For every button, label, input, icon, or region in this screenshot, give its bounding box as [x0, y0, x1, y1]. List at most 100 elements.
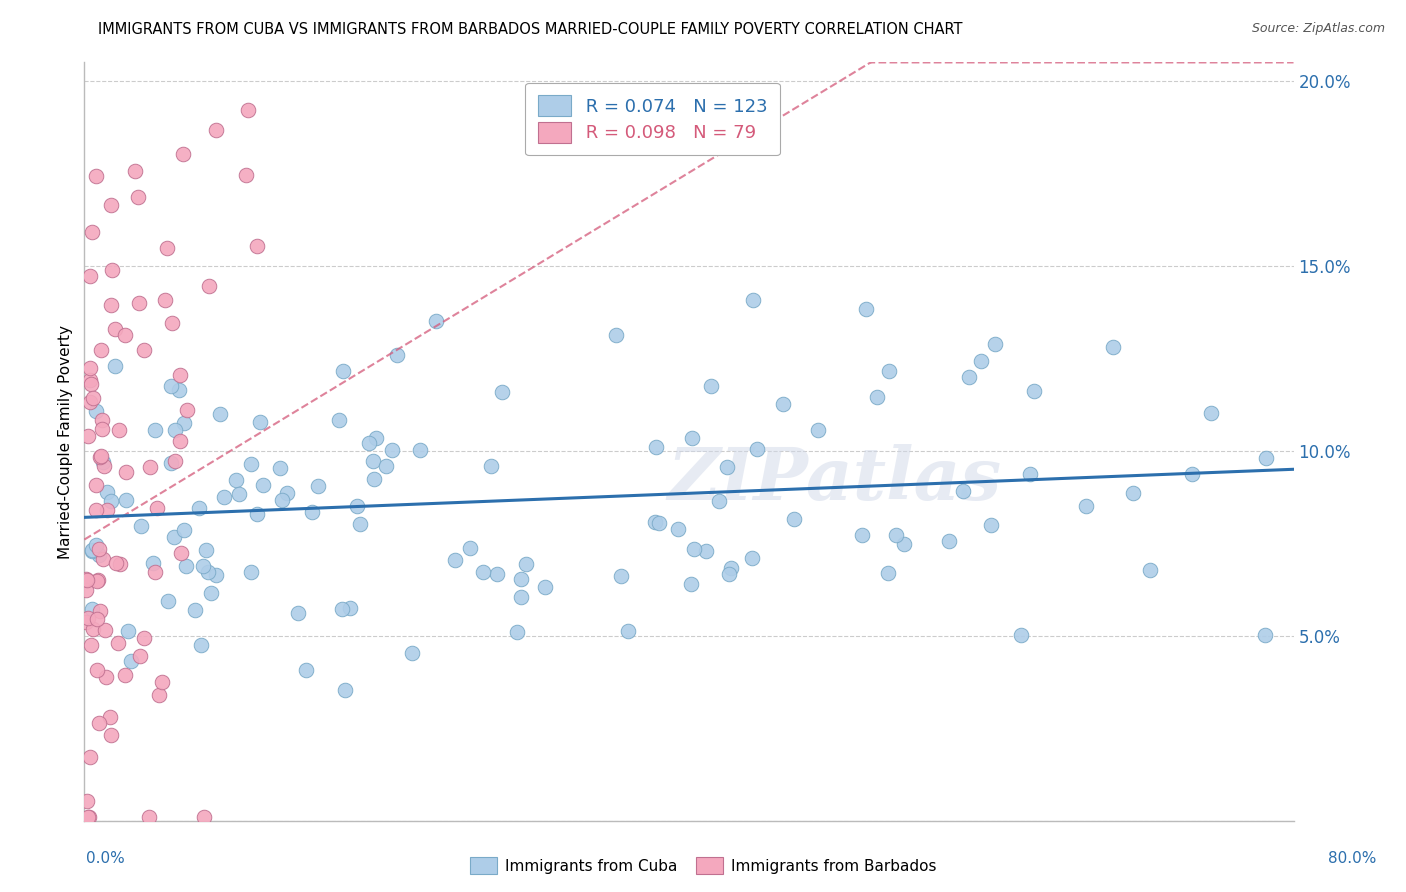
- Point: [156, 594, 179, 608]
- Point: [132, 343, 155, 358]
- Point: [361, 453, 384, 467]
- Point: [148, 688, 170, 702]
- Point: [172, 146, 194, 161]
- Point: [84, 404, 107, 418]
- Point: [957, 369, 980, 384]
- Point: [173, 523, 195, 537]
- Point: [76, 573, 98, 587]
- Point: [86, 574, 108, 589]
- Point: [100, 298, 122, 312]
- Point: [193, 559, 215, 574]
- Point: [160, 457, 183, 471]
- Point: [855, 302, 877, 317]
- Point: [156, 241, 179, 255]
- Point: [194, 543, 217, 558]
- Point: [86, 612, 108, 626]
- Point: [169, 368, 191, 383]
- Point: [700, 378, 723, 392]
- Point: [877, 566, 900, 580]
- Point: [132, 632, 155, 646]
- Point: [375, 459, 398, 474]
- Point: [93, 459, 115, 474]
- Point: [1254, 451, 1277, 466]
- Point: [444, 553, 467, 567]
- Point: [679, 576, 702, 591]
- Point: [115, 493, 138, 508]
- Point: [89, 604, 111, 618]
- Point: [718, 567, 741, 582]
- Point: [79, 810, 101, 824]
- Point: [605, 328, 627, 343]
- Point: [491, 385, 513, 400]
- Point: [169, 434, 191, 448]
- Point: [287, 606, 309, 620]
- Point: [188, 501, 211, 516]
- Point: [648, 516, 671, 531]
- Point: [984, 336, 1007, 351]
- Point: [745, 442, 768, 456]
- Point: [193, 810, 215, 824]
- Point: [271, 493, 294, 508]
- Point: [86, 574, 108, 588]
- Point: [80, 638, 103, 652]
- Point: [720, 561, 742, 575]
- Point: [295, 663, 318, 677]
- Point: [91, 455, 114, 469]
- Point: [89, 716, 111, 731]
- Point: [100, 728, 122, 742]
- Point: [80, 602, 103, 616]
- Point: [184, 603, 207, 617]
- Point: [240, 457, 263, 471]
- Point: [235, 168, 257, 182]
- Point: [80, 376, 103, 391]
- Point: [681, 431, 703, 445]
- Point: [970, 353, 993, 368]
- Point: [79, 360, 101, 375]
- Point: [387, 348, 409, 362]
- Point: [851, 528, 873, 542]
- Point: [96, 485, 118, 500]
- Point: [683, 542, 706, 557]
- Point: [77, 810, 100, 824]
- Point: [114, 668, 136, 682]
- Point: [91, 413, 114, 427]
- Point: [301, 505, 323, 519]
- Point: [359, 436, 381, 450]
- Point: [200, 585, 222, 599]
- Point: [90, 450, 112, 464]
- Point: [128, 296, 150, 310]
- Point: [129, 649, 152, 664]
- Point: [114, 328, 136, 343]
- Point: [94, 624, 117, 638]
- Point: [114, 465, 136, 479]
- Y-axis label: Married-Couple Family Poverty: Married-Couple Family Poverty: [58, 325, 73, 558]
- Point: [460, 541, 482, 555]
- Point: [93, 552, 115, 566]
- Point: [308, 478, 330, 492]
- Point: [90, 343, 112, 358]
- Point: [364, 431, 387, 445]
- Point: [938, 533, 960, 548]
- Point: [160, 379, 183, 393]
- Text: ZIPatlas: ZIPatlas: [666, 444, 1001, 515]
- Point: [510, 572, 533, 586]
- Point: [127, 190, 149, 204]
- Point: [472, 565, 495, 579]
- Point: [80, 542, 103, 557]
- Point: [86, 663, 108, 677]
- Point: [84, 503, 107, 517]
- Point: [381, 442, 404, 457]
- Point: [77, 611, 100, 625]
- Point: [276, 485, 298, 500]
- Point: [269, 461, 291, 475]
- Point: [1121, 485, 1143, 500]
- Point: [506, 625, 529, 640]
- Point: [515, 558, 537, 572]
- Point: [741, 550, 763, 565]
- Point: [865, 391, 887, 405]
- Point: [82, 391, 104, 405]
- Point: [877, 364, 900, 378]
- Point: [1018, 467, 1040, 481]
- Point: [96, 503, 118, 517]
- Point: [212, 491, 235, 505]
